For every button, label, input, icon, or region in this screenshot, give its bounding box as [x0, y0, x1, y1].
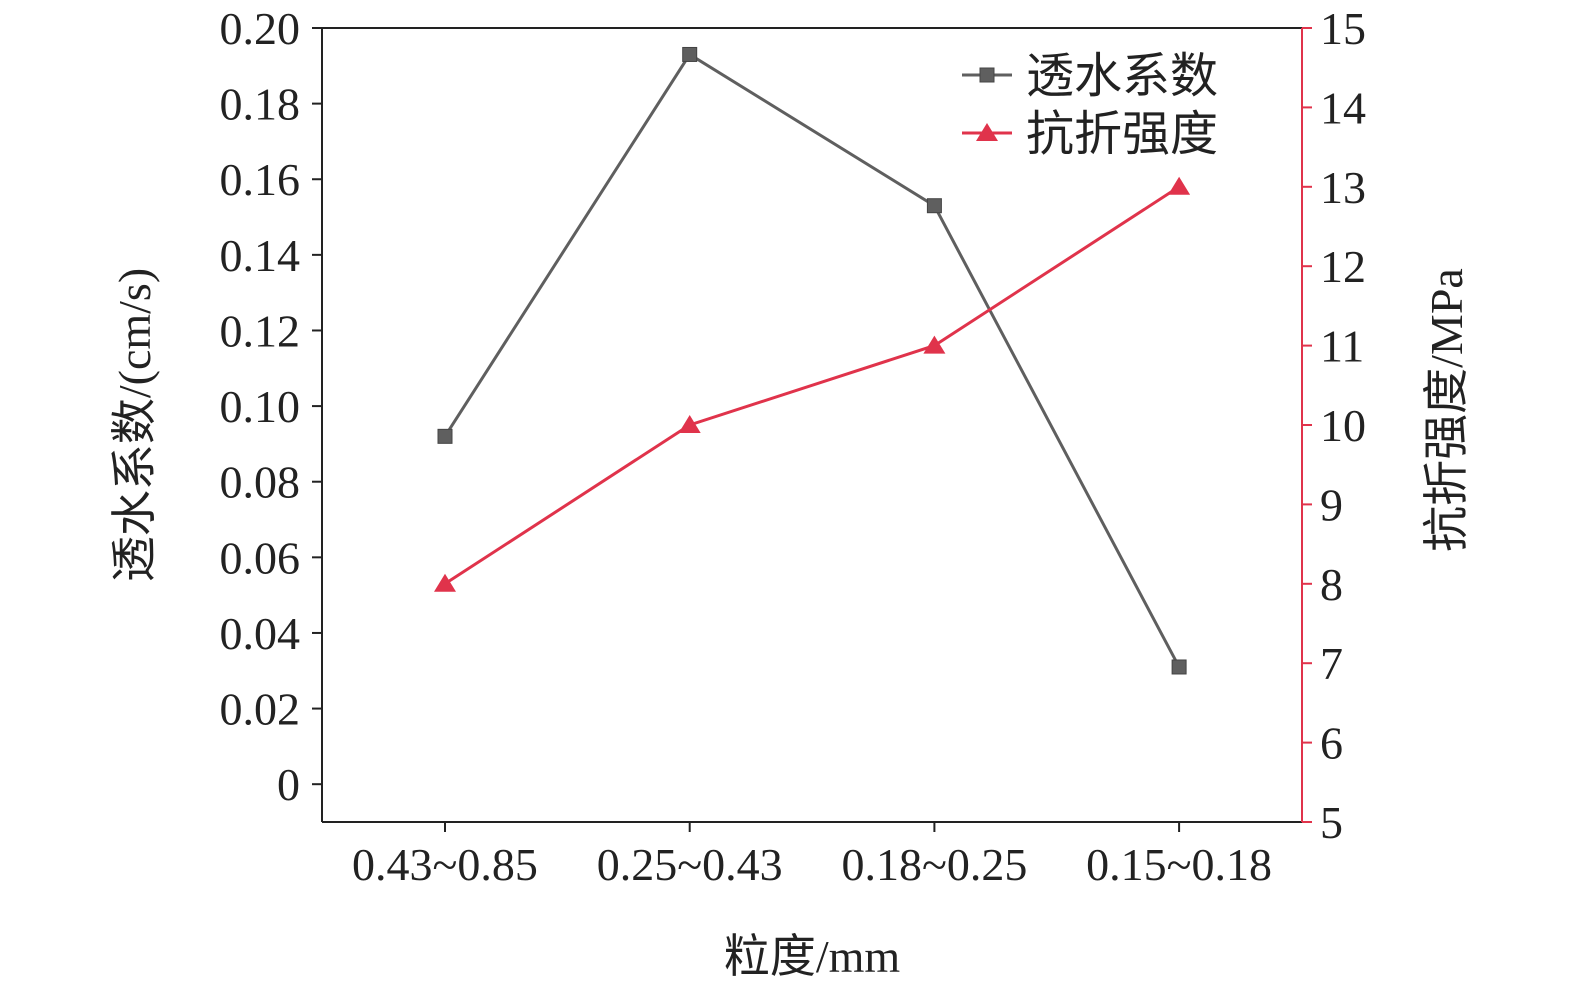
data-point: [1171, 659, 1187, 675]
left-y-axis: 0 0.02 0.04 0.06 0.08 0.10 0.12 0.14 0.16 0.18 0.2…: [220, 3, 322, 810]
left-tick-label: 0.04: [220, 608, 301, 659]
x-tick-label: 0.18~0.25: [841, 839, 1027, 890]
series-line: [443, 52, 1181, 668]
right-tick-label: 9: [1320, 479, 1343, 530]
right-y-axis: 5 6 7 8 9 10 11 12 13 14 15: [1302, 3, 1366, 848]
left-tick-label: 0.16: [220, 154, 301, 205]
x-tick-label: 0.43~0.85: [352, 839, 538, 890]
right-tick-label: 10: [1320, 400, 1366, 451]
data-point: [926, 198, 942, 214]
left-tick-label: 0.08: [220, 457, 301, 508]
data-point: [682, 46, 698, 62]
plot-frame: [321, 27, 1303, 823]
legend-label: 抗折强度: [1026, 108, 1218, 161]
data-point: [923, 335, 946, 354]
right-axis-label: 抗折强度/MPa: [1421, 268, 1472, 552]
right-tick-label: 14: [1320, 82, 1366, 133]
left-tick-label: 0.02: [220, 684, 301, 735]
left-axis-label: 透水系数/(cm/s): [109, 268, 160, 582]
data-point: [437, 428, 453, 444]
left-tick-label: 0.18: [220, 79, 301, 130]
right-tick-label: 5: [1320, 797, 1343, 848]
right-tick-label: 12: [1320, 241, 1366, 292]
legend-marker: [979, 67, 995, 83]
right-tick-label: 13: [1320, 162, 1366, 213]
left-tick-label: 0.12: [220, 305, 301, 356]
data-point: [678, 415, 701, 433]
right-tick-label: 6: [1320, 718, 1343, 769]
series-line: [444, 185, 1180, 586]
data-point: [1168, 176, 1191, 195]
series-layer: [434, 46, 1191, 675]
x-axis: 0.43~0.85 0.25~0.43 0.18~0.25 0.15~0.18: [352, 822, 1272, 890]
data-point: [434, 573, 456, 592]
x-tick-label: 0.25~0.43: [597, 839, 783, 890]
right-tick-label: 11: [1320, 321, 1364, 372]
left-tick-label: 0.06: [220, 532, 301, 583]
left-tick-label: 0.20: [220, 3, 301, 54]
left-tick-label: 0.10: [220, 381, 301, 432]
left-tick-label: 0.14: [220, 230, 301, 281]
series-triangle: [434, 176, 1191, 592]
x-tick-label: 0.15~0.18: [1086, 839, 1272, 890]
left-tick-label: 0: [277, 759, 300, 810]
series-square: [437, 46, 1187, 675]
right-tick-label: 15: [1320, 3, 1366, 54]
x-axis-label: 粒度/mm: [724, 931, 901, 982]
right-tick-label: 7: [1320, 638, 1343, 689]
legend-marker: [976, 123, 998, 141]
legend-label: 透水系数: [1026, 50, 1218, 103]
right-tick-label: 8: [1320, 559, 1343, 610]
